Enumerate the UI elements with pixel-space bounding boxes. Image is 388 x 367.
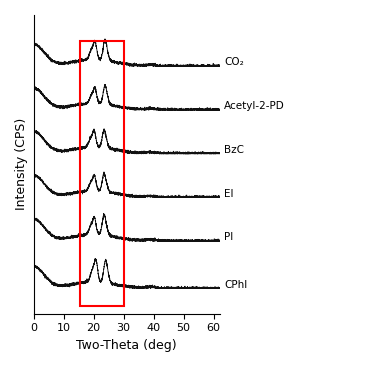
Text: PI: PI [224, 232, 233, 242]
Bar [80, 40, 124, 306]
Text: BzC: BzC [224, 145, 244, 155]
Y-axis label: Intensity (CPS): Intensity (CPS) [15, 118, 28, 211]
X-axis label: Two-Theta (deg): Two-Theta (deg) [76, 339, 177, 352]
Text: CO₂: CO₂ [224, 57, 244, 68]
Text: CPhI: CPhI [224, 280, 248, 290]
Text: EI: EI [224, 189, 234, 199]
Text: Acetyl-2-PD: Acetyl-2-PD [224, 101, 285, 111]
